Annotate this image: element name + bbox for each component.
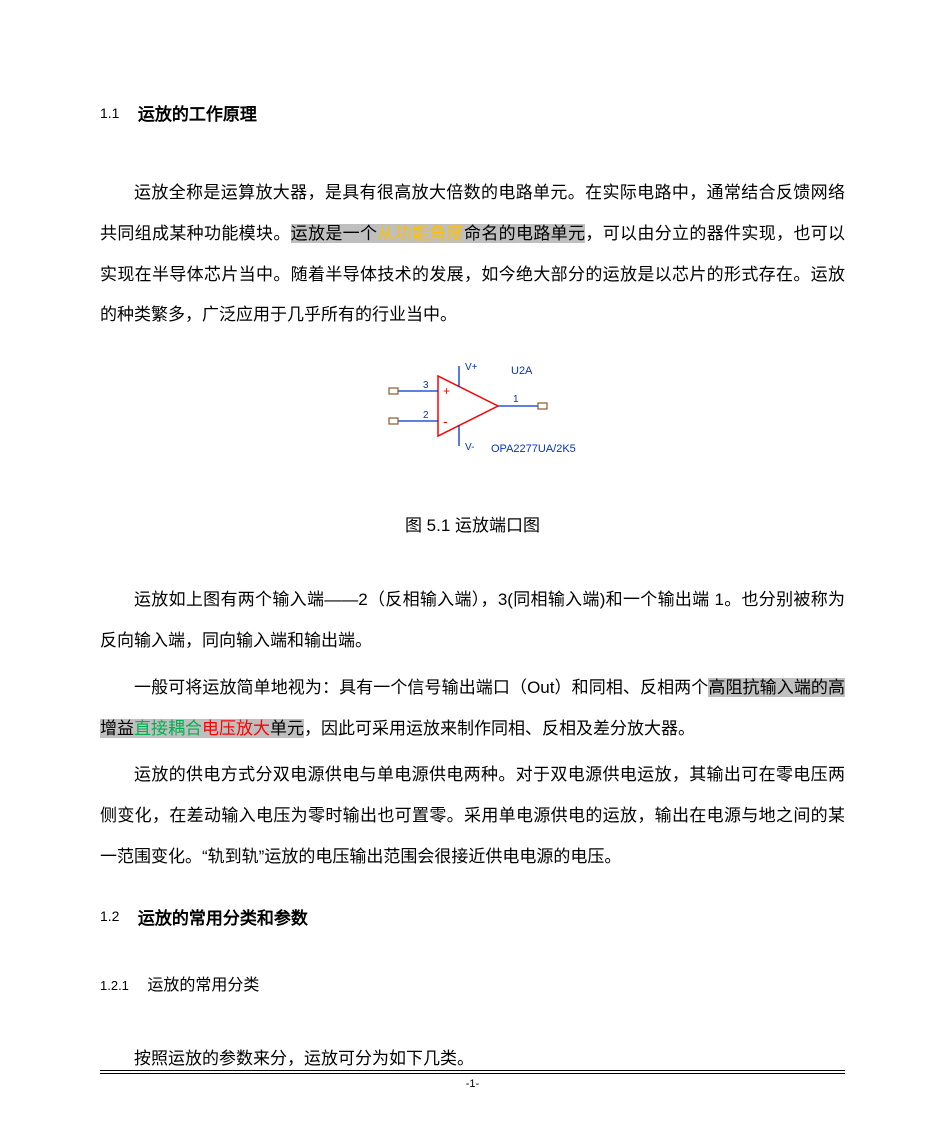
opamp-figure: V+ V- + - 3 2 1 U2A OPA2277UA/2K5 — [100, 346, 845, 471]
section-1-1-heading: 1.1 运放的工作原理 — [100, 100, 845, 125]
section-1-2-1-title: 运放的常用分类 — [147, 977, 259, 994]
part-label: OPA2277UA/2K5 — [491, 443, 576, 455]
vplus-label: V+ — [465, 362, 478, 373]
footer-rule-2 — [100, 1073, 845, 1074]
section-1-2-title: 运放的常用分类和参数 — [138, 909, 308, 928]
para3-hl-red: 电压放大 — [202, 719, 270, 738]
para1-highlight: 运放是一个从功能角度命名的电路单元 — [291, 224, 586, 243]
section-1-1-title: 运放的工作原理 — [138, 105, 257, 124]
pin1-port-icon — [538, 403, 547, 409]
section-1-2-1-num: 1.2.1 — [100, 978, 129, 993]
para1-hl-1: 运放是一个 — [291, 224, 378, 243]
paragraph-3: 一般可将运放简单地视为：具有一个信号输出端口（Out）和同相、反相两个高阻抗输入… — [100, 668, 845, 750]
plus-sign: + — [443, 384, 450, 398]
para1-hl-yellow: 从功能角度 — [377, 224, 464, 243]
page: 1.1 运放的工作原理 运放全称是运算放大器，是具有很高放大倍数的电路单元。在实… — [0, 0, 945, 1126]
footer-rule-1 — [100, 1070, 845, 1071]
page-number: -1- — [466, 1078, 479, 1090]
section-1-1-num: 1.1 — [100, 105, 119, 121]
para3-hl-green: 直接耦合 — [134, 719, 202, 738]
figure-caption: 图 5.1 运放端口图 — [100, 511, 845, 536]
section-1-2-num: 1.2 — [100, 908, 119, 924]
minus-sign: - — [443, 413, 448, 429]
page-footer: -1- — [100, 1070, 845, 1092]
section-1-2-1-heading: 1.2.1 运放的常用分类 — [100, 971, 845, 995]
para3-hl-2: 单元 — [270, 719, 304, 738]
paragraph-2: 运放如上图有两个输入端——2（反相输入端），3(同相输入端)和一个输出端 1。也… — [100, 580, 845, 662]
pin3-num: 3 — [423, 380, 429, 391]
pin2-num: 2 — [423, 410, 429, 421]
vminus-label: V- — [465, 442, 474, 453]
para1-hl-2: 命名的电路单元 — [464, 224, 585, 243]
pin1-num: 1 — [513, 394, 519, 405]
u2a-label: U2A — [511, 365, 533, 377]
section-1-2-heading: 1.2 运放的常用分类和参数 — [100, 904, 845, 929]
opamp-svg: V+ V- + - 3 2 1 U2A OPA2277UA/2K5 — [343, 346, 603, 466]
pin2-port-icon — [389, 418, 398, 424]
paragraph-1: 运放全称是运算放大器，是具有很高放大倍数的电路单元。在实际电路中，通常结合反馈网… — [100, 173, 845, 336]
paragraph-4: 运放的供电方式分双电源供电与单电源供电两种。对于双电源供电运放，其输出可在零电压… — [100, 755, 845, 877]
para3-text-a: 一般可将运放简单地视为：具有一个信号输出端口（Out）和同相、反相两个 — [134, 678, 708, 697]
pin3-port-icon — [389, 388, 398, 394]
para3-text-b: ，因此可采用运放来制作同相、反相及差分放大器。 — [304, 719, 695, 738]
